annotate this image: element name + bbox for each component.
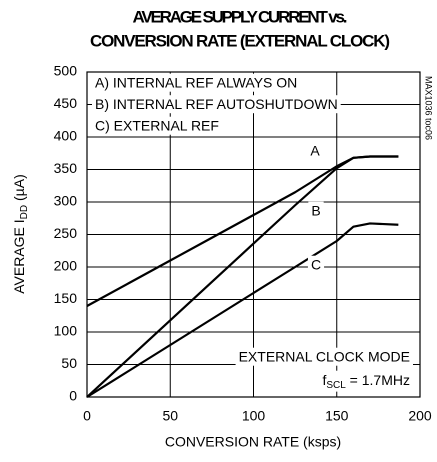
x-tick-label: 50 [162,408,178,424]
legend-entry: C) EXTERNAL REF [95,118,219,134]
chart-title: AVERAGE SUPPLY CURRENT vs. [133,7,348,26]
y-axis-label-part: (µA) [11,174,27,205]
y-tick-label: 350 [54,160,78,176]
label-background [307,255,325,274]
label-background [92,73,301,92]
annotation: EXTERNAL CLOCK MODE [239,349,410,365]
series-label: A [310,143,320,159]
y-tick-label: 200 [54,258,78,274]
annotation: fSCL = 1.7MHz [322,372,410,391]
chart-title: CONVERSION RATE (EXTERNAL CLOCK) [90,31,390,50]
annotation-part: f [322,372,326,388]
series-label: C [311,257,321,273]
x-tick-label: 200 [408,408,432,424]
x-tick-label: 100 [242,408,266,424]
line-series [86,155,399,307]
x-tick-label: 0 [83,408,91,424]
legend-entry: B) INTERNAL REF AUTOSHUTDOWN [95,96,338,112]
x-axis-label: CONVERSION RATE (ksps) [165,434,341,450]
label-background [92,116,222,135]
label-background [319,370,413,392]
annotation-sub: SCL [326,380,346,391]
line-series [86,222,399,398]
label-background [307,141,324,160]
legend-entry: A) INTERNAL REF ALWAYS ON [95,75,297,91]
y-tick-label: 300 [54,193,78,209]
series-label: B [311,203,320,219]
y-tick-label: 150 [54,290,78,306]
figure-id: MAX1036 toc06 [424,76,434,140]
x-tick-label: 150 [325,408,349,424]
label-background [308,201,324,220]
y-tick-label: 0 [69,388,77,404]
y-tick-label: 50 [61,355,77,371]
annotation-part: = 1.7MHz [346,372,410,388]
y-tick-label: 450 [54,95,78,111]
plot-frame [86,71,421,398]
label-background [0,0,68,6]
label-background [235,347,413,366]
y-tick-label: 100 [54,323,78,339]
y-tick-label: 400 [54,128,78,144]
y-axis-label: AVERAGE IDD (µA) [11,174,30,294]
y-tick-label: 250 [54,225,78,241]
y-tick-label: 500 [54,63,78,79]
line-series [86,155,399,398]
label-background [92,95,341,114]
y-axis-label-part: AVERAGE I [11,219,27,293]
y-axis-label-sub: DD [19,205,30,219]
